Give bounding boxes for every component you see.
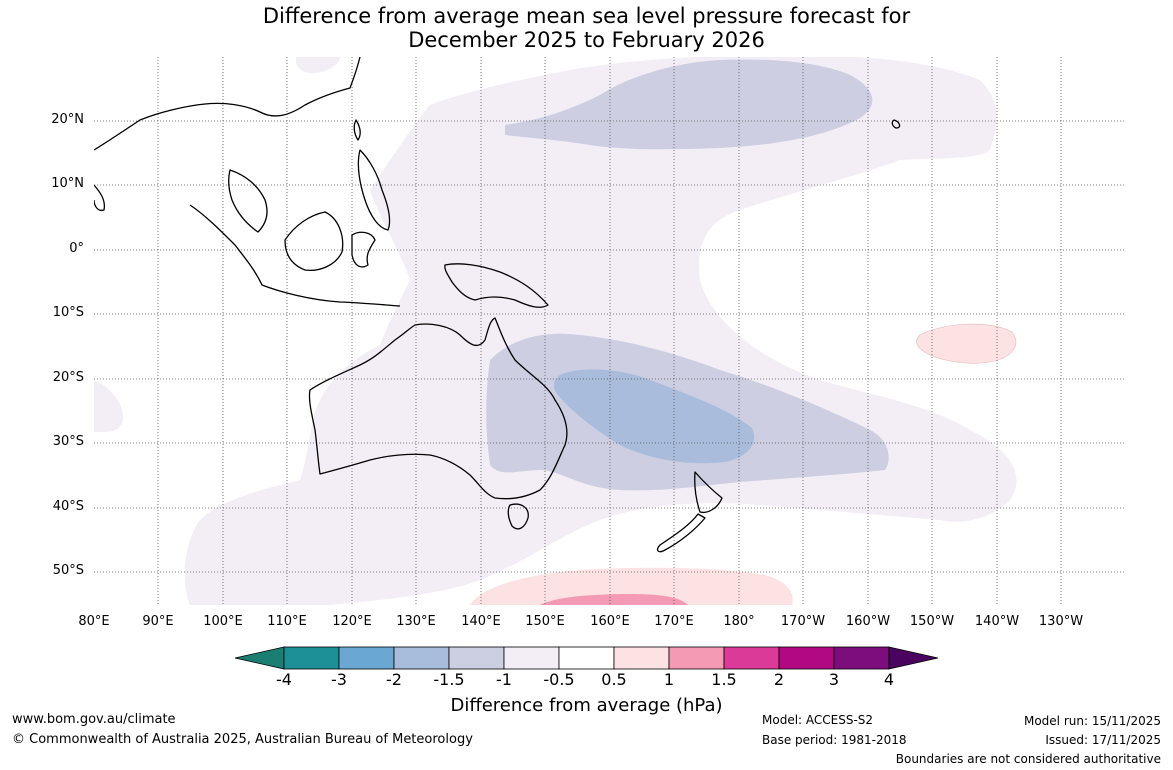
lon-label: 140°W [974, 614, 1020, 629]
colorbar-tick-label: -3 [331, 670, 347, 689]
website-link[interactable]: www.bom.gov.au/climate [12, 712, 176, 727]
colorbar-tick-label: 3 [828, 670, 840, 689]
colorbar-segment [723, 646, 780, 670]
lon-label: 150°W [909, 614, 955, 629]
sulawesi-coastline [351, 231, 376, 268]
colorbar-extend-high [888, 646, 939, 670]
lat-label: 20°N [51, 112, 84, 127]
lat-label: 10°N [51, 176, 84, 191]
colorbar-segment [613, 646, 670, 670]
lon-label: 110°E [267, 614, 307, 629]
colorbar-label: Difference from average (hPa) [450, 695, 723, 716]
anomaly-region-weak-negative-west [94, 380, 124, 432]
lon-label: 80°E [78, 614, 110, 629]
lon-label: 120°E [332, 614, 372, 629]
chart-title: Difference from average mean sea level p… [0, 4, 1173, 52]
new-zealand-north-coastline [694, 471, 723, 514]
tasmania-coastline [507, 503, 529, 530]
colorbar-segment [283, 646, 340, 670]
anomaly-region-moderate-positive-south [540, 594, 688, 605]
colorbar-tick-label: 1 [663, 670, 675, 689]
lon-label: 90°E [142, 614, 174, 629]
colorbar-tick-label: 2 [773, 670, 785, 689]
base-period: Base period: 1981-2018 [762, 733, 907, 747]
borneo-coastline [284, 211, 344, 271]
australia-coastline [308, 317, 568, 500]
colorbar-tick-label: -1.5 [433, 670, 465, 689]
colorbar-segment [668, 646, 725, 670]
colorbar-segment [778, 646, 835, 670]
title-line-1: Difference from average mean sea level p… [262, 4, 911, 28]
philippines-coastline [357, 149, 391, 231]
colorbar-segment [393, 646, 450, 670]
colorbar [234, 646, 939, 670]
model-run-date: Model run: 15/11/2025 [1023, 714, 1161, 728]
hawaii-coastline [891, 119, 901, 129]
lon-label: 100°E [203, 614, 243, 629]
lat-label: 10°S [52, 305, 84, 320]
lat-label: 40°S [52, 499, 84, 514]
lat-label: 20°S [52, 370, 84, 385]
taiwan-coastline [353, 119, 361, 141]
copyright-notice: © Commonwealth of Australia 2025, Austra… [12, 732, 473, 747]
boundaries-disclaimer: Boundaries are not considered authoritat… [895, 752, 1161, 766]
colorbar-segment [503, 646, 560, 670]
issued-date: Issued: 17/11/2025 [1045, 733, 1161, 747]
lat-label: 30°S [52, 434, 84, 449]
asia-mainland-coastline [94, 57, 361, 151]
graticule [94, 57, 1126, 605]
new-zealand-south-coastline [656, 513, 706, 553]
model-name: Model: ACCESS-S2 [762, 713, 874, 727]
sumatra-java-coastline [189, 204, 401, 307]
anomaly-region-weak-negative-north [295, 57, 340, 74]
colorbar-extend-low [234, 646, 285, 670]
lat-label: 50°S [52, 563, 84, 578]
lon-label: 170°W [780, 614, 826, 629]
lon-label: 140°E [461, 614, 501, 629]
india-coastline [94, 184, 106, 212]
colorbar-tick-label: -2 [386, 670, 402, 689]
lon-label: 150°E [525, 614, 565, 629]
anomaly-region-positive-south [470, 567, 793, 605]
lon-label: 170°E [654, 614, 694, 629]
colorbar-segment [558, 646, 615, 670]
colorbar-tick-label: 4 [883, 670, 895, 689]
lon-label: 160°E [590, 614, 630, 629]
anomaly-region-positive-east [916, 323, 1017, 364]
lon-label: 130°E [396, 614, 436, 629]
colorbar-segment [833, 646, 890, 670]
colorbar-tick-label: -0.5 [543, 670, 575, 689]
title-line-2: December 2025 to February 2026 [408, 28, 765, 52]
anomaly-region-moderate-negative [554, 369, 755, 464]
lon-label: 130°W [1038, 614, 1084, 629]
colorbar-tick-label: -1 [496, 670, 512, 689]
anomaly-region-negative-north [505, 59, 873, 150]
colorbar-segment [338, 646, 395, 670]
indochina-coastline [228, 169, 268, 233]
colorbar-tick-label: -4 [276, 670, 292, 689]
colorbar-tick-label: 1.5 [711, 670, 737, 689]
lat-label: 0° [69, 241, 84, 256]
lon-label: 160°W [845, 614, 891, 629]
colorbar-tick-label: 0.5 [601, 670, 627, 689]
new-guinea-coastline [444, 263, 549, 308]
lon-label: 180° [723, 614, 755, 629]
colorbar-segment [448, 646, 505, 670]
